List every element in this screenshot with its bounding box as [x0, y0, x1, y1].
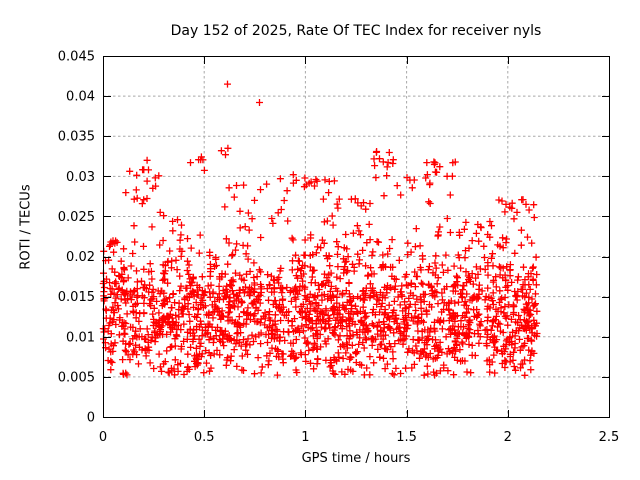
y-axis-label: ROTI / TECUs	[18, 184, 34, 270]
svg-text:0.02: 0.02	[66, 250, 95, 265]
svg-text:2.5: 2.5	[599, 430, 620, 445]
svg-text:0.5: 0.5	[194, 430, 215, 445]
svg-text:0.005: 0.005	[58, 370, 95, 385]
svg-text:0.04: 0.04	[66, 90, 95, 105]
svg-text:2: 2	[504, 430, 512, 445]
svg-text:0.025: 0.025	[58, 210, 95, 225]
svg-text:0.035: 0.035	[58, 130, 95, 145]
plot-border	[103, 56, 610, 418]
svg-text:0.015: 0.015	[58, 290, 95, 305]
svg-text:0: 0	[87, 411, 95, 426]
x-axis-label: GPS time / hours	[301, 451, 411, 466]
y-tick-labels: 0 0.005 0.01 0.015 0.02 0.025 0.03 0.035 0.04 0.0…	[58, 50, 95, 426]
chart-title: Day 152 of 2025, Rate Of TEC Index for r…	[170, 23, 542, 39]
svg-text:0: 0	[99, 430, 107, 445]
axis-ticks	[103, 56, 610, 418]
svg-text:0.03: 0.03	[66, 170, 95, 185]
x-tick-labels: 0 0.5 1 1.5 2 2.5	[99, 430, 619, 445]
svg-text:1: 1	[301, 430, 309, 445]
svg-text:0.045: 0.045	[58, 50, 95, 65]
outlier-points	[143, 80, 533, 214]
data-points	[99, 148, 541, 379]
svg-text:0.01: 0.01	[66, 330, 95, 345]
svg-text:1.5: 1.5	[396, 430, 417, 445]
